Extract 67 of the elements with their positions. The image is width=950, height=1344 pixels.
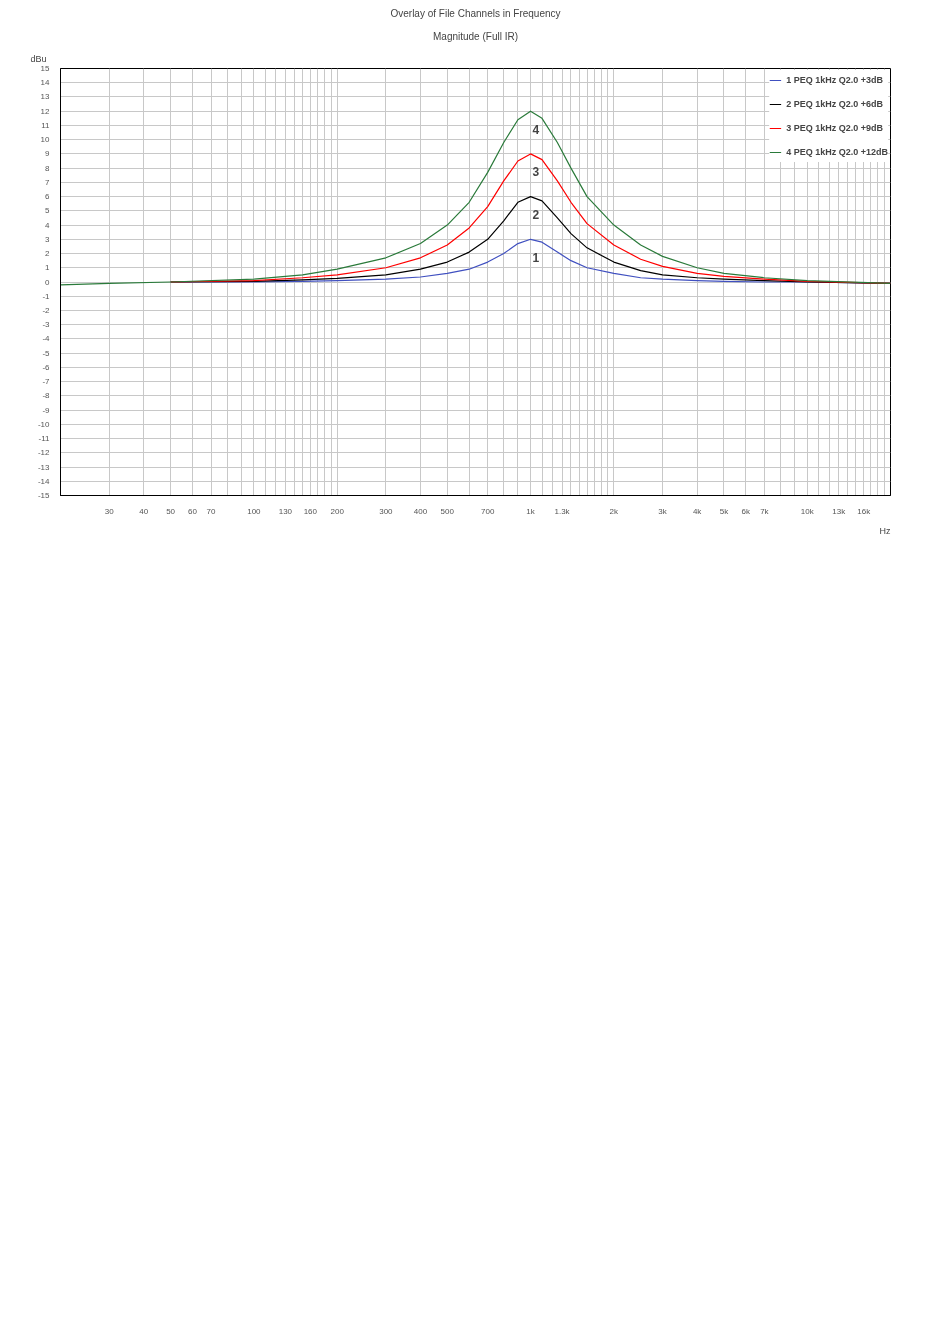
x-tick-label: 30 bbox=[104, 506, 115, 516]
x-tick-label: 7k bbox=[760, 506, 770, 516]
x-tick-label: 160 bbox=[303, 506, 318, 516]
y-tick-label: -12 bbox=[37, 448, 51, 458]
x-tick-label: 60 bbox=[188, 506, 198, 516]
y-tick-label: -10 bbox=[37, 419, 51, 429]
y-tick-label: -8 bbox=[42, 391, 51, 401]
y-tick-label: -6 bbox=[42, 362, 51, 372]
y-tick-label: 3 bbox=[45, 234, 51, 244]
y-tick-label: 7 bbox=[45, 177, 51, 187]
y-axis-title: dBu bbox=[30, 53, 47, 64]
annotation: 4 bbox=[532, 122, 540, 137]
y-tick-label: 5 bbox=[45, 206, 51, 216]
y-tick-label: -3 bbox=[42, 320, 51, 330]
x-tick-label: 400 bbox=[413, 506, 428, 516]
legend-label: 3 PEQ 1kHz Q2.0 +9dB bbox=[786, 123, 883, 133]
y-tick-label: 8 bbox=[45, 163, 51, 173]
y-tick-label: -15 bbox=[37, 491, 51, 500]
y-tick-label: -2 bbox=[42, 305, 51, 315]
y-tick-label: 6 bbox=[45, 192, 51, 202]
x-tick-label: 16k bbox=[857, 506, 872, 516]
y-tick-label: 1 bbox=[45, 263, 51, 273]
annotation: 2 bbox=[532, 208, 540, 223]
y-tick-label: 14 bbox=[40, 78, 51, 88]
y-tick-label: 15 bbox=[40, 64, 51, 73]
y-tick-label: -4 bbox=[42, 334, 51, 344]
y-tick-label: 10 bbox=[40, 135, 51, 145]
y-tick-label: 9 bbox=[45, 149, 51, 159]
legend-label: 1 PEQ 1kHz Q2.0 +3dB bbox=[786, 75, 883, 85]
x-tick-label: 500 bbox=[440, 506, 455, 516]
x-tick-label: 50 bbox=[166, 506, 176, 516]
x-tick-label: 70 bbox=[206, 506, 217, 516]
chart-subtitle: Magnitude (Full IR) bbox=[432, 30, 519, 42]
y-tick-label: -1 bbox=[42, 291, 51, 301]
annotation: 1 bbox=[532, 250, 540, 265]
y-tick-label: -14 bbox=[37, 476, 51, 486]
y-tick-label: 12 bbox=[40, 106, 51, 116]
x-tick-label: 13k bbox=[832, 506, 847, 516]
y-tick-label: 13 bbox=[40, 92, 51, 102]
x-tick-label: 6k bbox=[741, 506, 752, 516]
y-tick-label: -9 bbox=[42, 405, 51, 415]
x-tick-label: 5k bbox=[719, 506, 730, 516]
x-tick-label: 200 bbox=[330, 506, 345, 516]
annotation: 3 bbox=[532, 165, 540, 180]
y-tick-label: 4 bbox=[45, 220, 51, 230]
x-tick-label: 4k bbox=[692, 506, 703, 516]
x-tick-label: 40 bbox=[139, 506, 149, 516]
y-tick-label: -13 bbox=[37, 462, 51, 472]
x-tick-label: 300 bbox=[379, 506, 394, 516]
y-tick-label: 2 bbox=[45, 249, 51, 259]
legend-label: 2 PEQ 1kHz Q2.0 +6dB bbox=[786, 99, 883, 109]
y-tick-label: 11 bbox=[41, 120, 51, 130]
x-tick-label: 1k bbox=[526, 506, 536, 516]
x-tick-label: 2k bbox=[609, 506, 620, 516]
y-tick-label: -5 bbox=[42, 348, 51, 358]
chart-title: Overlay of File Channels in Frequency bbox=[390, 7, 561, 19]
y-tick-label: 0 bbox=[45, 277, 51, 287]
x-axis-title: Hz bbox=[879, 525, 891, 536]
y-tick-label: -7 bbox=[42, 377, 51, 387]
x-tick-label: 700 bbox=[481, 506, 495, 516]
x-tick-label: 100 bbox=[247, 506, 262, 516]
x-tick-label: 10k bbox=[800, 506, 815, 516]
y-tick-label: -11 bbox=[38, 434, 51, 444]
x-tick-label: 130 bbox=[278, 506, 293, 516]
x-tick-label: 3k bbox=[658, 506, 668, 516]
legend-label: 4 PEQ 1kHz Q2.0 +12dB bbox=[786, 147, 888, 157]
x-tick-label: 1.3k bbox=[554, 506, 571, 516]
